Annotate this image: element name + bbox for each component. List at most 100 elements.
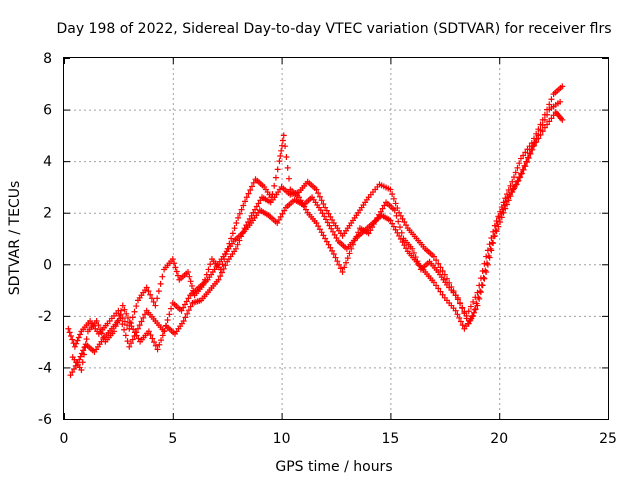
- data-point-interp: [399, 215, 406, 222]
- data-point-interp: [420, 243, 427, 250]
- data-point: [235, 214, 242, 221]
- data-point-interp: [495, 223, 502, 230]
- data-point-interp: [71, 365, 78, 372]
- data-point-interp: [299, 200, 306, 207]
- data-point-interp: [154, 295, 161, 302]
- data-point-interp: [476, 295, 483, 302]
- data-point-interp: [124, 322, 131, 329]
- data-point: [152, 302, 159, 309]
- data-point-interp: [459, 322, 466, 329]
- data-point-interp: [157, 280, 164, 287]
- data-point-interp: [433, 282, 440, 289]
- data-point-interp: [255, 200, 262, 207]
- data-point-interp: [510, 174, 517, 181]
- data-point-interp: [240, 202, 247, 209]
- data-point-interp: [456, 314, 463, 321]
- data-point-interp: [130, 326, 137, 333]
- data-point-interp: [492, 227, 499, 234]
- data-point-interp: [136, 322, 143, 329]
- data-point-interp: [152, 342, 159, 349]
- data-point-interp: [220, 253, 227, 260]
- data-point-interp: [334, 258, 341, 265]
- data-point-interp: [321, 213, 328, 220]
- data-point-interp: [171, 260, 178, 267]
- data-point-interp: [79, 359, 86, 366]
- data-point-interp: [484, 261, 491, 268]
- y-axis-title: SDTVAR / TECUs: [7, 181, 23, 296]
- data-point-interp: [213, 278, 220, 285]
- data-point-interp: [218, 269, 225, 276]
- data-point-interp: [126, 319, 133, 326]
- data-point-interp: [450, 305, 457, 312]
- data-point: [65, 325, 72, 332]
- data-point-interp: [184, 310, 191, 317]
- y-tick-label: -4: [38, 360, 52, 376]
- data-point-interp: [493, 217, 500, 224]
- data-point-interp: [329, 216, 336, 223]
- data-point-interp: [401, 218, 408, 225]
- data-point: [276, 158, 283, 165]
- data-point-interp: [390, 195, 397, 202]
- data-point-interp: [318, 197, 325, 204]
- data-point-interp: [186, 273, 193, 280]
- data-point-interp: [194, 286, 201, 293]
- data-point: [339, 269, 346, 276]
- y-tick-label: -6: [38, 412, 52, 428]
- data-point-interp: [327, 244, 334, 251]
- data-point-interp: [414, 258, 421, 265]
- data-point-interp: [205, 266, 212, 273]
- data-point-interp: [82, 343, 89, 350]
- data-point-interp: [355, 209, 362, 216]
- data-point-interp: [507, 193, 514, 200]
- data-point-interp: [150, 315, 157, 322]
- data-point-interp: [75, 334, 82, 341]
- data-point-interp: [247, 187, 254, 194]
- data-point-interp: [196, 297, 203, 304]
- data-point-interp: [252, 206, 259, 213]
- y-tick-label: 0: [43, 257, 52, 273]
- data-point-interp: [395, 218, 402, 225]
- data-point-interp: [243, 222, 250, 229]
- data-point-interp: [499, 206, 506, 213]
- data-point-interp: [435, 260, 442, 267]
- data-point: [396, 232, 403, 239]
- data-point-interp: [173, 268, 180, 275]
- data-point-interp: [283, 154, 290, 161]
- data-point-interp: [328, 225, 335, 232]
- data-point-interp: [238, 233, 245, 240]
- data-point-interp: [69, 336, 76, 343]
- data-point-interp: [452, 292, 459, 299]
- data-point-interp: [324, 219, 331, 226]
- x-axis-title: GPS time / hours: [275, 459, 392, 475]
- data-point-interp: [245, 190, 252, 197]
- data-point-interp: [141, 311, 148, 318]
- data-point-interp: [546, 101, 553, 108]
- data-point: [126, 343, 133, 350]
- data-point-interp: [403, 222, 410, 229]
- data-point-interp: [102, 322, 109, 329]
- x-tick-label: 25: [599, 431, 617, 447]
- data-point-interp: [481, 275, 488, 282]
- data-point-interp: [144, 330, 151, 337]
- data-point-interp: [242, 198, 249, 205]
- data-point-interp: [66, 329, 73, 336]
- data-point-interp: [89, 347, 96, 354]
- data-point-interp: [505, 197, 512, 204]
- data-point-interp: [229, 230, 236, 237]
- data-point-interp: [554, 100, 561, 107]
- data-point-interp: [159, 332, 166, 339]
- y-tick-label: 8: [43, 51, 52, 67]
- data-point-interp: [248, 212, 255, 219]
- data-point-interp: [363, 229, 370, 236]
- data-point-interp: [272, 218, 279, 225]
- data-point-interp: [381, 202, 388, 209]
- data-point-interp: [236, 237, 243, 244]
- data-point-interp: [207, 261, 214, 268]
- plot-frame: [63, 57, 609, 420]
- data-point: [250, 209, 257, 216]
- data-point-interp: [514, 178, 521, 185]
- data-point: [330, 250, 337, 257]
- data-point-interp: [523, 158, 530, 165]
- data-point-interp: [263, 211, 270, 218]
